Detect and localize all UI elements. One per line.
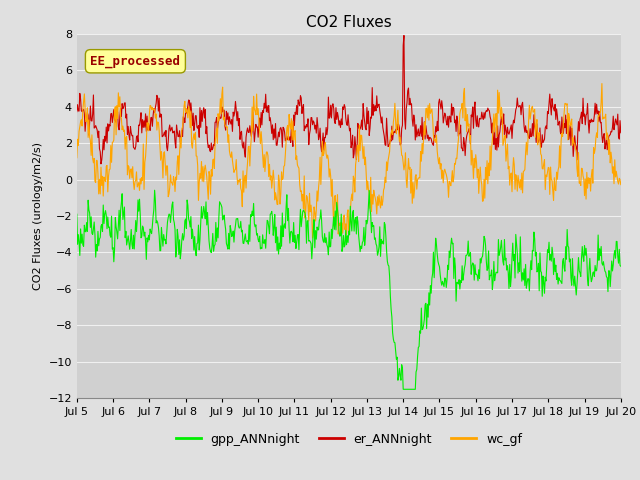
Title: CO2 Fluxes: CO2 Fluxes [306, 15, 392, 30]
Text: EE_processed: EE_processed [90, 55, 180, 68]
Legend: gpp_ANNnight, er_ANNnight, wc_gf: gpp_ANNnight, er_ANNnight, wc_gf [171, 428, 527, 451]
Y-axis label: CO2 Fluxes (urology/m2/s): CO2 Fluxes (urology/m2/s) [33, 142, 43, 290]
